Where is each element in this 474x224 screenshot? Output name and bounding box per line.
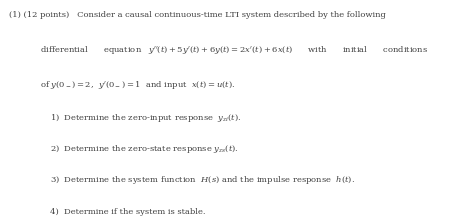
Text: differential      equation   $y''(t)+5y'(t)+6y(t)=2x'(t)+6x(t)$      with      i: differential equation $y''(t)+5y'(t)+6y(… (40, 44, 428, 56)
Text: 2)  Determine the zero-state response $y_{zs}(t)$.: 2) Determine the zero-state response $y_… (50, 143, 238, 155)
Text: 4)  Determine if the system is stable.: 4) Determine if the system is stable. (50, 208, 205, 216)
Text: of $y(0_-)=2$,  $y'(0_-)=1$  and input  $x(t)=u(t)$.: of $y(0_-)=2$, $y'(0_-)=1$ and input $x(… (40, 80, 236, 92)
Text: 1)  Determine the zero-input response  $y_{zi}(t)$.: 1) Determine the zero-input response $y_… (50, 112, 241, 124)
Text: 3)  Determine the system function  $H(s)$ and the impulse response  $h(t)$.: 3) Determine the system function $H(s)$ … (50, 174, 355, 186)
Text: (1) (12 points)   Consider a causal continuous-time LTI system described by the : (1) (12 points) Consider a causal contin… (9, 11, 386, 19)
